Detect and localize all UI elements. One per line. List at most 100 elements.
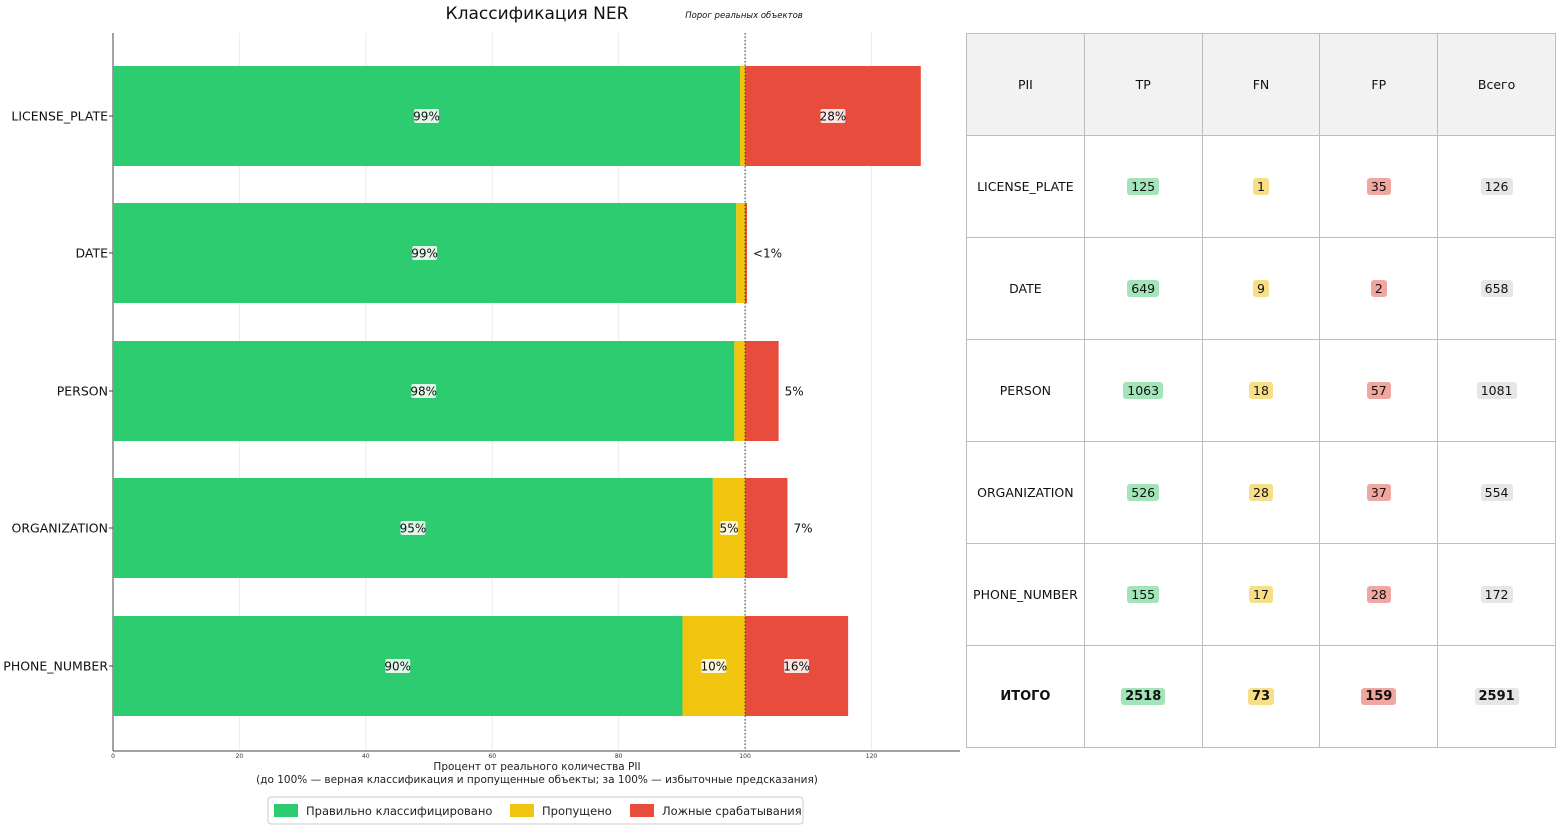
- legend-swatch: [274, 804, 298, 817]
- cell-fn: 1: [1201, 135, 1321, 238]
- cell-total: 2591: [1437, 645, 1556, 748]
- data-label: 28%: [820, 110, 847, 124]
- category-label: ORGANIZATION: [12, 521, 108, 536]
- value-badge: 125: [1127, 178, 1160, 195]
- cell-tp: 649: [1083, 237, 1203, 340]
- cell-tp: 1063: [1083, 339, 1203, 442]
- data-label: 90%: [384, 660, 411, 674]
- table-row: ORGANIZATION 526 28 37 554: [966, 441, 1556, 544]
- cell-pii-type: DATE: [966, 237, 1085, 340]
- table-header-row: PII TP FN FP Всего: [966, 33, 1556, 136]
- cell-fp: 37: [1319, 441, 1439, 544]
- legend-swatch: [630, 804, 654, 817]
- cell-total: 658: [1437, 237, 1556, 340]
- cell-fn: 73: [1201, 645, 1321, 748]
- data-label-background: [412, 246, 438, 260]
- cell-tp: 155: [1083, 543, 1203, 646]
- value-badge: 155: [1127, 586, 1160, 603]
- table-row: PERSON 1063 18 57 1081: [966, 339, 1556, 442]
- cell-fp: 35: [1319, 135, 1439, 238]
- cell-tp: 2518: [1083, 645, 1203, 748]
- category-label: PHONE_NUMBER: [3, 659, 108, 674]
- chart-legend: Правильно классифицировано Пропущено Ложны…: [267, 796, 804, 825]
- legend-entry: Правильно классифицировано: [306, 804, 492, 818]
- legend-swatch: [510, 804, 534, 817]
- x-tick-label: 20: [236, 753, 244, 760]
- value-badge: 2518: [1121, 688, 1166, 705]
- value-badge: 35: [1366, 178, 1391, 195]
- value-badge: 658: [1480, 280, 1513, 297]
- x-tick-label: 120: [866, 753, 878, 760]
- data-label-background: [701, 659, 727, 673]
- data-label: 7%: [793, 522, 812, 536]
- bar-segment-false-positive: [745, 341, 779, 441]
- x-axis-label-line1: Процент от реального количества PII: [433, 761, 640, 773]
- bar-segment-missed: [740, 66, 746, 166]
- table-total-row: ИТОГО 2518 73 159 2591: [966, 645, 1556, 748]
- header-pii: PII: [966, 33, 1085, 136]
- data-label: 99%: [413, 110, 440, 124]
- category-label: PERSON: [57, 384, 108, 399]
- data-label-background: [720, 521, 738, 535]
- data-label-background: [400, 521, 426, 535]
- cell-fp: 159: [1319, 645, 1439, 748]
- value-badge: 1063: [1123, 382, 1164, 399]
- value-badge: 9: [1253, 280, 1269, 297]
- cell-pii-type: ИТОГО: [966, 645, 1085, 748]
- table-row: DATE 649 9 2 658: [966, 237, 1556, 340]
- x-tick-label: 100: [739, 753, 751, 760]
- header-tp: TP: [1083, 33, 1203, 136]
- value-badge: 28: [1249, 484, 1273, 501]
- data-label-background: [784, 659, 810, 673]
- category-label: DATE: [75, 246, 108, 261]
- data-label-background: [414, 109, 439, 123]
- x-axis-label-line2: (до 100% — верная классификация и пропущ…: [256, 774, 818, 786]
- cell-fp: 2: [1319, 237, 1439, 340]
- cell-tp: 526: [1083, 441, 1203, 544]
- bar-segment-missed: [736, 203, 746, 303]
- table-row: PHONE_NUMBER 155 17 28 172: [966, 543, 1556, 646]
- header-total: Всего: [1437, 33, 1556, 136]
- value-badge: 73: [1247, 688, 1275, 705]
- data-label: 99%: [411, 247, 438, 261]
- cell-fp: 28: [1319, 543, 1439, 646]
- data-label: 16%: [783, 660, 810, 674]
- ner-classification-chart: 0 20 40 60 80 100 120 LICENSE_PLATE DATE PERSON OR…: [3, 4, 960, 825]
- x-tick-label: 80: [615, 753, 623, 760]
- data-label: 10%: [700, 660, 727, 674]
- header-fn: FN: [1201, 33, 1321, 136]
- data-label: 95%: [400, 522, 427, 536]
- legend-entry: Ложные срабатывания: [662, 804, 802, 818]
- bar-segment-false-positive: [745, 203, 747, 303]
- x-tick-label: 0: [111, 753, 115, 760]
- threshold-label: Порог реальных объектов: [685, 11, 803, 21]
- x-tick-label: 60: [488, 753, 496, 760]
- value-badge: 649: [1127, 280, 1160, 297]
- value-badge: 526: [1127, 484, 1160, 501]
- header-fp: FP: [1319, 33, 1439, 136]
- value-badge: 37: [1366, 484, 1391, 501]
- bar-segment-missed: [734, 341, 746, 441]
- table-row: LICENSE_PLATE 125 1 35 126: [966, 135, 1556, 238]
- data-label-background: [411, 384, 437, 398]
- value-badge: 1: [1253, 178, 1269, 195]
- pii-summary-table: PII TP FN FP Всего LICENSE_PLATE 125 1 35 126 DAT…: [966, 33, 1556, 748]
- data-label: <1%: [753, 247, 782, 261]
- cell-total: 172: [1437, 543, 1556, 646]
- cell-fn: 28: [1201, 441, 1321, 544]
- cell-pii-type: PHONE_NUMBER: [966, 543, 1085, 646]
- value-badge: 2: [1370, 280, 1387, 297]
- cell-total: 126: [1437, 135, 1556, 238]
- cell-fn: 17: [1201, 543, 1321, 646]
- cell-pii-type: ORGANIZATION: [966, 441, 1085, 544]
- data-label: 5%: [719, 522, 738, 536]
- bar-segment-false-positive: [745, 478, 788, 578]
- chart-title: Классификация NER: [446, 4, 629, 24]
- legend-frame: [267, 796, 804, 825]
- value-badge: 172: [1480, 586, 1513, 603]
- value-badge: 2591: [1474, 688, 1519, 705]
- category-label: LICENSE_PLATE: [11, 109, 108, 124]
- value-badge: 1081: [1476, 382, 1517, 399]
- data-label-background: [820, 109, 846, 123]
- value-badge: 28: [1366, 586, 1391, 603]
